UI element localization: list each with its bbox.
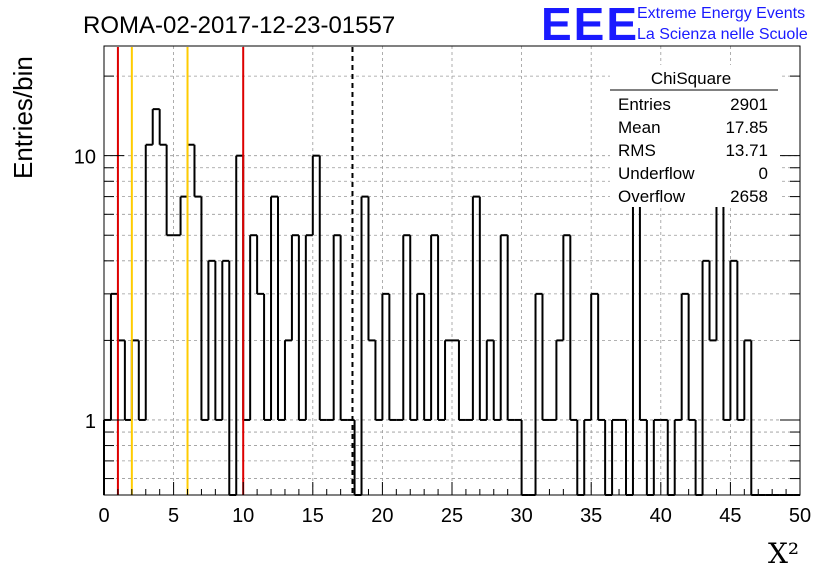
y-tick-label: 1 xyxy=(85,411,96,433)
stats-label-overflow: Overflow xyxy=(618,187,686,206)
stats-label-entries: Entries xyxy=(618,95,671,114)
stats-box: ChiSquare Entries 2901 Mean 17.85 RMS 13… xyxy=(610,65,780,207)
x-tick-label: 15 xyxy=(302,505,324,527)
x-tick-label: 10 xyxy=(232,505,254,527)
stats-value-mean: 17.85 xyxy=(725,118,768,137)
x-axis: 0 5 10 15 20 25 30 35 40 45 50 xyxy=(98,482,811,527)
stats-value-rms: 13.71 xyxy=(725,141,768,160)
x-tick-label: 30 xyxy=(510,505,532,527)
y-tick-label: 10 xyxy=(74,147,96,169)
x-tick-label: 20 xyxy=(371,505,393,527)
chart-title: ROMA-02-2017-12-23-01557 xyxy=(83,12,395,39)
x-tick-label: 40 xyxy=(650,505,672,527)
x-tick-label: 25 xyxy=(441,505,463,527)
stats-box-bg xyxy=(610,65,780,207)
histogram-series xyxy=(103,108,800,496)
eee-logo: EEE Extreme Energy Events La Scienza nel… xyxy=(541,0,808,50)
x-axis-title: X² xyxy=(768,537,799,570)
stats-label-mean: Mean xyxy=(618,118,661,137)
logo-line-1: Extreme Energy Events xyxy=(637,5,805,22)
stats-value-underflow: 0 xyxy=(759,164,768,183)
x-tick-label: 5 xyxy=(168,505,179,527)
stats-title: ChiSquare xyxy=(651,69,731,88)
marker-lines xyxy=(116,47,354,495)
y-axis: 1 10 xyxy=(74,75,800,480)
stats-label-rms: RMS xyxy=(618,141,656,160)
stats-value-overflow: 2658 xyxy=(730,187,768,206)
logo-text: EEE xyxy=(541,0,639,50)
x-tick-label: 50 xyxy=(789,505,811,527)
x-tick-label: 45 xyxy=(719,505,741,527)
stats-value-entries: 2901 xyxy=(730,95,768,114)
logo-line-2: La Scienza nelle Scuole xyxy=(637,26,808,43)
x-tick-label: 0 xyxy=(98,505,109,527)
stats-label-underflow: Underflow xyxy=(618,164,695,183)
y-axis-title: Entries/bin xyxy=(8,56,38,179)
x-tick-label: 35 xyxy=(580,505,602,527)
